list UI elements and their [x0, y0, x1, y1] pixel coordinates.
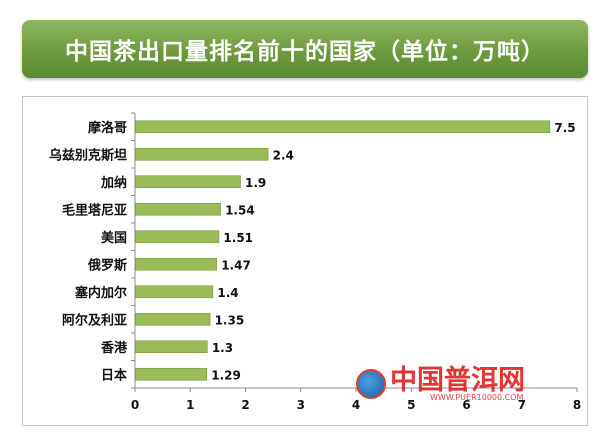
x-tick-label: 6: [462, 398, 470, 412]
watermark-name: 中国普洱网: [390, 364, 525, 396]
x-tick-label: 0: [131, 398, 139, 412]
x-tick-label: 1: [186, 398, 194, 412]
data-label: 1.9: [245, 176, 266, 190]
bar: [135, 120, 551, 134]
bar: [135, 312, 211, 326]
data-label: 1.54: [225, 203, 255, 217]
bar: [135, 147, 269, 161]
data-label: 1.35: [215, 313, 245, 327]
chart-frame: [22, 96, 588, 426]
bar: [135, 257, 218, 271]
category-label: 乌兹别克斯坦: [49, 147, 127, 163]
watermark-url: WWW.PUER10000.COM: [430, 392, 524, 402]
data-label: 7.5: [554, 121, 575, 135]
watermark-logo-icon: [356, 369, 386, 399]
category-label: 日本: [101, 367, 127, 383]
x-tick-label: 7: [518, 398, 526, 412]
data-label: 1.51: [223, 231, 253, 245]
data-label: 1.29: [211, 368, 241, 382]
data-label: 1.4: [217, 286, 238, 300]
watermark: 中国普洱网 WWW.PUER10000.COM: [356, 366, 525, 402]
x-tick-label: 4: [352, 398, 360, 412]
category-label: 香港: [100, 340, 128, 356]
x-tick-label: 3: [297, 398, 305, 412]
category-label: 俄罗斯: [87, 257, 127, 273]
bar: [135, 175, 241, 189]
category-label: 加纳: [100, 175, 127, 191]
bar: [135, 202, 221, 216]
x-tick-label: 2: [241, 398, 249, 412]
category-label: 毛里塔尼亚: [62, 202, 127, 218]
category-label: 阿尔及利亚: [62, 312, 127, 328]
chart-title: 中国茶出口量排名前十的国家（单位：万吨）: [65, 39, 545, 65]
category-label: 塞内加尔: [75, 285, 127, 301]
x-tick-label: 5: [407, 398, 415, 412]
bar: [135, 285, 214, 299]
category-label: 美国: [101, 230, 127, 246]
data-label: 1.3: [212, 341, 233, 355]
title-banner: 中国茶出口量排名前十的国家（单位：万吨）: [22, 20, 588, 78]
bar: [135, 340, 208, 354]
bar: [135, 230, 220, 244]
category-label: 摩洛哥: [88, 120, 127, 136]
data-label: 1.47: [221, 258, 251, 272]
x-tick-label: 8: [573, 398, 581, 412]
bar: [135, 367, 208, 381]
data-label: 2.4: [273, 148, 294, 162]
